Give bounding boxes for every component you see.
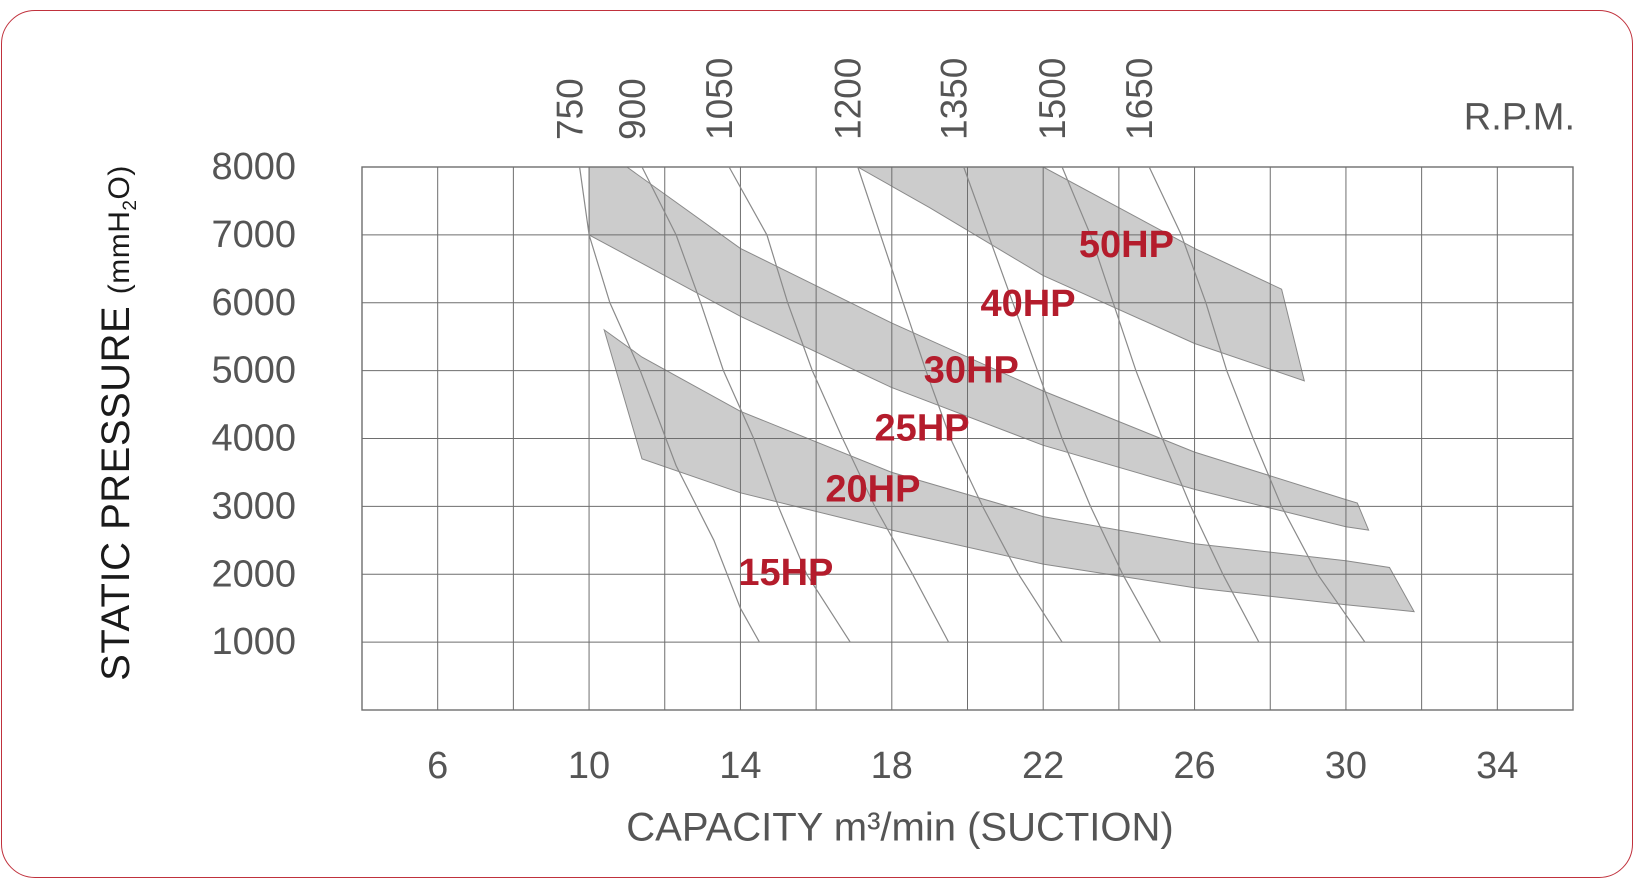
rpm-label: 900 [612, 78, 653, 140]
y-tick-label: 8000 [211, 146, 296, 188]
rpm-label: 1200 [828, 58, 869, 140]
y-axis-unit-start: (mmH [103, 210, 136, 295]
x-tick-label: 14 [719, 745, 761, 787]
rpm-label: 1650 [1119, 58, 1160, 140]
y-tick-label: 3000 [211, 485, 296, 527]
hp-label: 30HP [924, 350, 1019, 392]
y-axis-title-text: STATIC PRESSURE [94, 305, 138, 681]
hp-label: 25HP [875, 407, 970, 449]
y-tick-labels: 8000 7000 6000 5000 4000 3000 2000 1000 [211, 146, 296, 663]
rpm-axis-title: R.P.M. [1463, 96, 1575, 139]
y-tick-label: 1000 [211, 621, 296, 663]
hp-label: 20HP [825, 468, 920, 510]
rpm-label: 1500 [1032, 58, 1073, 140]
rpm-labels: 750 900 1050 1200 1350 1500 1650 [550, 58, 1161, 140]
x-tick-labels: 6 10 14 18 22 26 30 34 [427, 745, 1518, 787]
rpm-curve [579, 166, 760, 643]
x-axis-title: CAPACITY m³/min (SUCTION) [626, 805, 1174, 850]
y-tick-label: 7000 [211, 214, 296, 256]
hp-band [855, 166, 1306, 382]
rpm-label: 750 [550, 78, 591, 140]
rpm-curve [1061, 166, 1260, 643]
y-tick-label: 4000 [211, 418, 296, 460]
x-tick-label: 6 [427, 745, 448, 787]
y-axis-title: STATIC PRESSURE (mmH2O) [94, 165, 142, 681]
hp-label: 50HP [1079, 224, 1174, 266]
hp-label: 40HP [981, 283, 1076, 325]
x-tick-label: 30 [1325, 745, 1367, 787]
rpm-curve [728, 166, 950, 643]
y-tick-label: 2000 [211, 553, 296, 595]
x-tick-label: 18 [871, 745, 913, 787]
y-axis-unit: (mmH2O) [103, 165, 141, 295]
hp-label: 15HP [738, 552, 833, 594]
y-tick-label: 5000 [211, 350, 296, 392]
rpm-curve [1148, 166, 1366, 643]
rpm-curves [579, 166, 1366, 643]
x-tick-label: 22 [1022, 745, 1064, 787]
rpm-curve [641, 166, 851, 643]
x-tick-label: 10 [568, 745, 610, 787]
rpm-curve [857, 166, 1063, 643]
y-axis-unit-subscript: 2 [120, 199, 141, 211]
x-tick-label: 26 [1173, 745, 1215, 787]
y-tick-label: 6000 [211, 282, 296, 324]
x-tick-label: 34 [1476, 745, 1518, 787]
chart-grid [361, 166, 1574, 711]
rpm-label: 1050 [699, 58, 740, 140]
rpm-label: 1350 [934, 58, 975, 140]
y-axis-unit-end: O) [103, 165, 136, 200]
rpm-curve [963, 166, 1162, 643]
